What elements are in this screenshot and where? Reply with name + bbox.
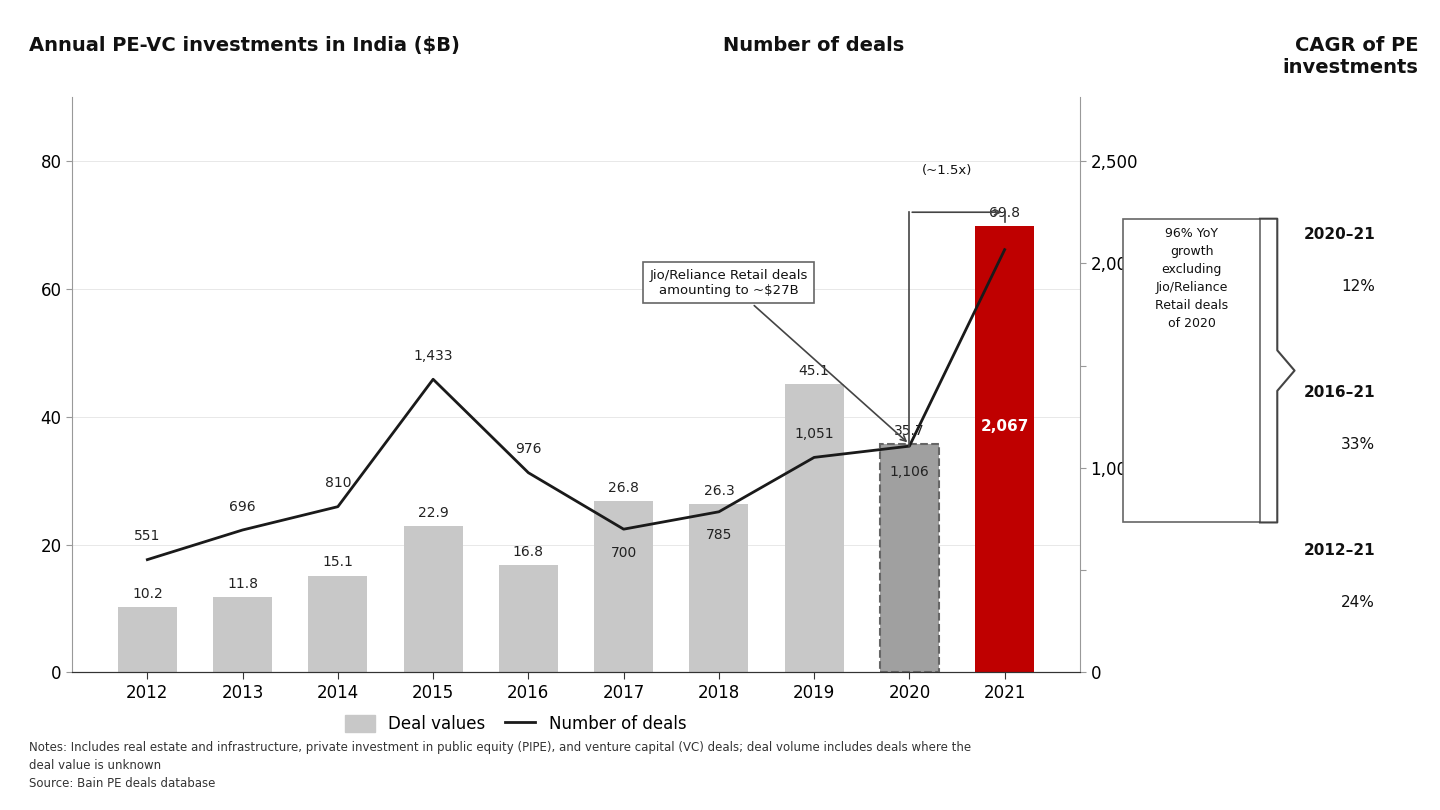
Bar: [595, 501, 654, 672]
Bar: [498, 565, 557, 672]
Bar: [880, 444, 939, 672]
Text: 1,106: 1,106: [890, 465, 929, 479]
Text: 1,051: 1,051: [795, 427, 834, 441]
Text: 2020–21: 2020–21: [1303, 227, 1375, 242]
Bar: [690, 505, 749, 672]
Bar: [308, 576, 367, 672]
Text: (~1.5x): (~1.5x): [922, 164, 972, 177]
Text: 696: 696: [229, 500, 256, 514]
Text: CAGR of PE
investments: CAGR of PE investments: [1283, 36, 1418, 78]
Text: 16.8: 16.8: [513, 544, 544, 559]
Text: 69.8: 69.8: [989, 206, 1020, 220]
Text: 33%: 33%: [1341, 437, 1375, 453]
Bar: [403, 526, 462, 672]
Text: 2016–21: 2016–21: [1303, 385, 1375, 400]
Bar: [213, 597, 272, 672]
Text: 11.8: 11.8: [228, 577, 258, 590]
Text: 785: 785: [706, 528, 732, 542]
Text: 10.2: 10.2: [132, 586, 163, 601]
Text: 15.1: 15.1: [323, 556, 353, 569]
Bar: [785, 384, 844, 672]
Text: Jio/Reliance Retail deals
amounting to ~$27B: Jio/Reliance Retail deals amounting to ~…: [649, 268, 906, 441]
Text: 810: 810: [324, 476, 351, 490]
Text: 45.1: 45.1: [799, 364, 829, 377]
Text: 1,433: 1,433: [413, 349, 452, 363]
Text: Annual PE-VC investments in India ($B): Annual PE-VC investments in India ($B): [29, 36, 459, 55]
Text: 700: 700: [611, 545, 636, 560]
Bar: [118, 608, 177, 672]
Text: 2,067: 2,067: [981, 420, 1028, 434]
Text: Number of deals: Number of deals: [723, 36, 904, 55]
Text: 22.9: 22.9: [418, 505, 448, 519]
Text: 35.7: 35.7: [894, 424, 924, 437]
Text: 976: 976: [516, 442, 541, 456]
Text: 12%: 12%: [1341, 279, 1375, 295]
Text: 96% YoY
growth
excluding
Jio/Reliance
Retail deals
of 2020: 96% YoY growth excluding Jio/Reliance Re…: [1155, 227, 1228, 330]
Text: 551: 551: [134, 529, 160, 544]
Text: 24%: 24%: [1341, 595, 1375, 611]
Text: 26.8: 26.8: [608, 480, 639, 495]
Legend: Deal values, Number of deals: Deal values, Number of deals: [337, 707, 694, 742]
Text: Notes: Includes real estate and infrastructure, private investment in public equ: Notes: Includes real estate and infrastr…: [29, 741, 971, 790]
Bar: [975, 226, 1034, 672]
Text: 26.3: 26.3: [704, 484, 734, 498]
Text: 2012–21: 2012–21: [1303, 543, 1375, 558]
